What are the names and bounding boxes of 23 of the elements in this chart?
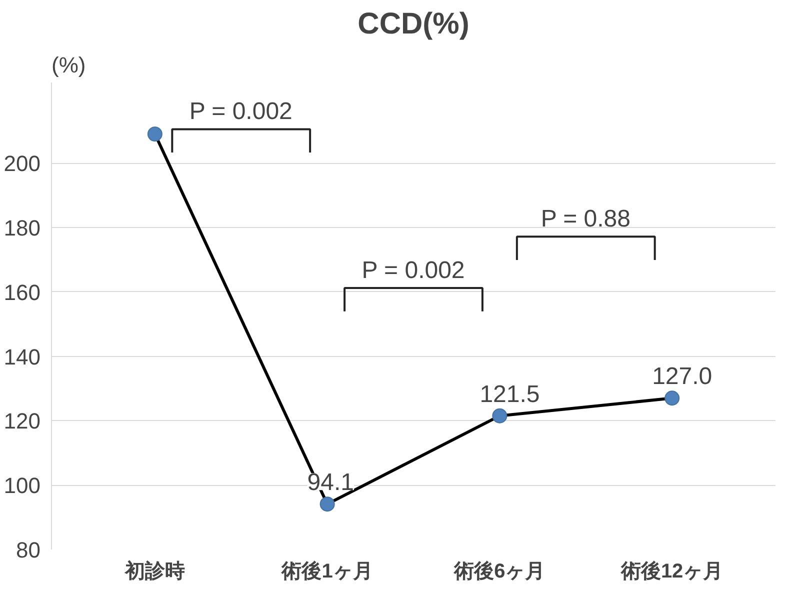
point [492, 408, 508, 424]
point [664, 390, 680, 406]
y-tick-label: 100 [4, 473, 41, 498]
point [147, 126, 162, 142]
data-label: 121.5 [480, 380, 540, 408]
point [320, 496, 335, 512]
annotation: P = 0.002 [362, 256, 465, 284]
y-tick-label: 120 [4, 408, 41, 434]
x-tick-label: 術後1ヶ月 [280, 560, 373, 582]
y-axis-title: (%) [52, 52, 86, 78]
x-tick-label: 術後12ヶ月 [620, 560, 724, 582]
y-tick-label: 180 [4, 215, 41, 240]
x-tick-label: 初診時 [124, 560, 185, 582]
y-tick-label: 160 [4, 280, 41, 305]
annotation: P = 0.88 [540, 206, 630, 233]
annotation: P = 0.002 [189, 98, 292, 126]
y-tick-label: 140 [4, 344, 41, 370]
data-label: 127.0 [652, 363, 712, 390]
chart-title: CCD(%) [358, 8, 470, 40]
y-tick-label: 200 [4, 151, 41, 176]
x-tick-label: 術後6ヶ月 [453, 560, 546, 582]
data-label: 94.1 [307, 469, 354, 496]
y-tick-label: 80 [16, 538, 41, 562]
